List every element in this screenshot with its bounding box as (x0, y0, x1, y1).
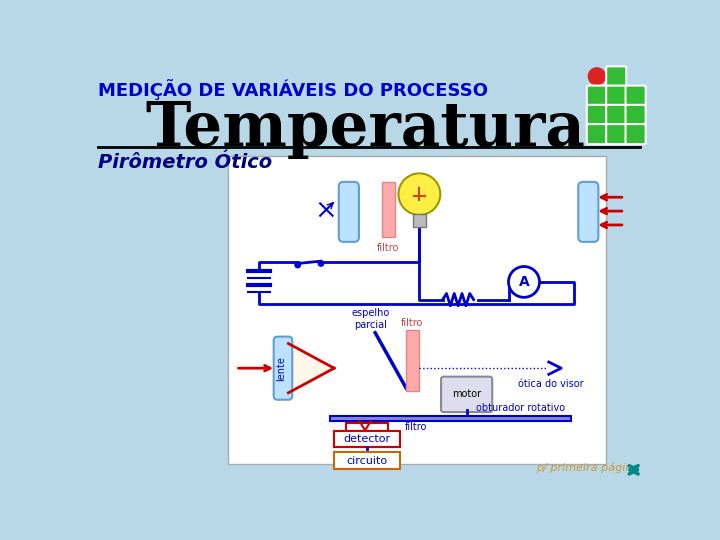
FancyBboxPatch shape (626, 124, 646, 144)
FancyBboxPatch shape (339, 182, 359, 242)
Text: Pirômetro Ótico: Pirômetro Ótico (98, 153, 272, 172)
Text: MEDIÇÃO DE VARIÁVEIS DO PROCESSO: MEDIÇÃO DE VARIÁVEIS DO PROCESSO (98, 79, 487, 100)
FancyBboxPatch shape (441, 377, 492, 412)
Circle shape (398, 173, 441, 215)
Text: filtro: filtro (377, 244, 400, 253)
Bar (413, 214, 426, 226)
FancyBboxPatch shape (587, 105, 607, 125)
Text: A: A (518, 275, 529, 289)
Text: lente: lente (276, 356, 286, 381)
Text: p/ primeira página: p/ primeira página (536, 462, 639, 473)
Text: ótica do visor: ótica do visor (518, 379, 584, 389)
FancyBboxPatch shape (587, 124, 607, 144)
Text: espelho
parcial: espelho parcial (351, 308, 390, 330)
Bar (334, 430, 400, 448)
Bar (334, 452, 400, 469)
Text: Temperatura: Temperatura (145, 99, 585, 159)
FancyBboxPatch shape (606, 105, 626, 125)
Bar (406, 330, 418, 390)
FancyBboxPatch shape (606, 124, 626, 144)
Text: filtro: filtro (405, 422, 427, 431)
Circle shape (588, 68, 606, 85)
Bar (346, 423, 388, 430)
FancyBboxPatch shape (578, 182, 598, 242)
Text: obturador rotativo: obturador rotativo (476, 403, 564, 413)
Bar (382, 182, 395, 237)
FancyBboxPatch shape (587, 85, 607, 106)
Circle shape (318, 261, 324, 266)
Circle shape (508, 267, 539, 298)
Text: filtro: filtro (401, 318, 423, 328)
FancyBboxPatch shape (274, 336, 292, 400)
Polygon shape (289, 343, 334, 393)
FancyBboxPatch shape (626, 105, 646, 125)
Bar (228, 156, 606, 464)
Text: motor: motor (452, 389, 481, 400)
Bar (330, 416, 570, 421)
FancyBboxPatch shape (606, 85, 626, 106)
Text: detector: detector (343, 434, 390, 444)
FancyBboxPatch shape (606, 66, 626, 86)
Circle shape (295, 262, 300, 268)
Text: circuito: circuito (346, 456, 387, 465)
FancyBboxPatch shape (626, 85, 646, 106)
